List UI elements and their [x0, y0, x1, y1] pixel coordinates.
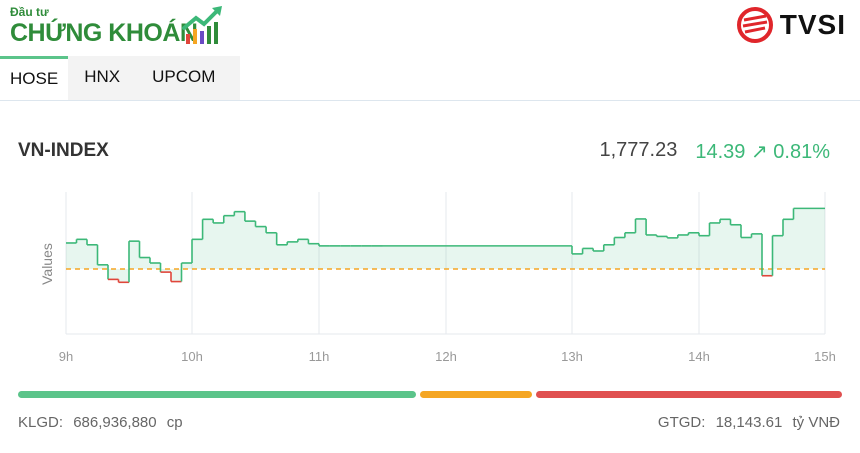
- partner-logo[interactable]: TVSI: [736, 6, 846, 44]
- tab-hose[interactable]: HOSE: [0, 56, 69, 100]
- index-value: 1,777.23: [599, 139, 678, 161]
- index-name: VN-INDEX: [18, 140, 109, 161]
- arrow-up-icon: ↗: [750, 141, 768, 163]
- partner-name: TVSI: [779, 9, 846, 40]
- tab-hnx[interactable]: HNX: [84, 67, 121, 86]
- chart-lines: [66, 207, 825, 284]
- brand-name: CHỨNG KHOÁN: [10, 19, 198, 47]
- index-change-group: 14.39 ↗ 0.81%: [695, 139, 830, 164]
- x-axis-ticks: 9h 10h 11h 12h 13h 14h 15h: [59, 349, 836, 364]
- volume-unit: cp: [166, 414, 183, 431]
- value-info: GTGD: 18,143.61 tỷ VNĐ: [658, 414, 840, 431]
- brand-logo[interactable]: Đầu tư CHỨNG KHOÁN: [10, 5, 198, 48]
- index-summary: 1,777.23 14.39 ↗ 0.81%: [599, 139, 830, 164]
- intraday-chart: Values 9h 10h 11h 12h 13h 14h 15h: [39, 192, 836, 364]
- x-tick-label: 15h: [814, 349, 836, 364]
- volume-label: KLGD:: [18, 414, 64, 431]
- index-change-pct: 0.81%: [773, 141, 830, 163]
- value-label: GTGD:: [657, 414, 706, 431]
- x-tick-label: 14h: [688, 349, 710, 364]
- value-value: 18,143.61: [715, 414, 783, 431]
- value-unit: tỷ VNĐ: [792, 414, 840, 431]
- tvsi-icon: [736, 7, 773, 43]
- volume-value: 686,936,880: [73, 414, 157, 431]
- exchange-tabs: HOSE HNX UPCOM: [0, 56, 240, 100]
- breadth-bar-down: [536, 391, 842, 398]
- y-axis-label: Values: [39, 243, 55, 285]
- x-tick-label: 11h: [309, 349, 330, 364]
- x-tick-label: 10h: [181, 349, 203, 364]
- tabs-divider: [0, 100, 860, 101]
- x-tick-label: 13h: [561, 349, 583, 364]
- chart-grid: [65, 192, 826, 335]
- brand-tagline: Đầu tư: [10, 5, 49, 19]
- header: Đầu tư CHỨNG KHOÁN TVSI: [0, 0, 860, 58]
- tab-upcom[interactable]: UPCOM: [152, 67, 216, 86]
- x-tick-label: 12h: [435, 349, 457, 364]
- growth-chart-icon: [182, 6, 222, 44]
- index-change: 14.39: [695, 141, 746, 163]
- breadth-bar-up: [18, 391, 417, 398]
- volume-info: KLGD: 686,936,880 cp: [18, 414, 183, 431]
- x-tick-label: 9h: [59, 349, 73, 364]
- breadth-bar-unchanged: [420, 391, 532, 398]
